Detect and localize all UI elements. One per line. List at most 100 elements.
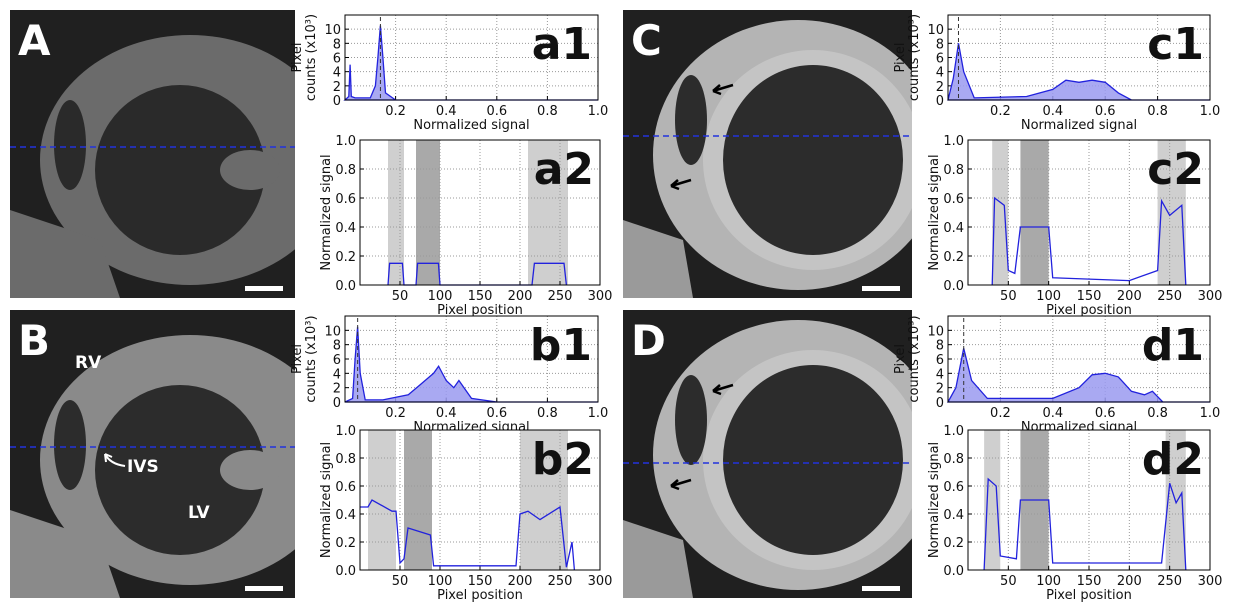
y-tick-label: 0.0: [335, 564, 356, 579]
x-tick-label: 200: [1117, 289, 1142, 304]
chart-label: c2: [1147, 144, 1204, 195]
x-tick-label: 0.8: [1147, 104, 1168, 119]
y-tick-label: 0.2: [943, 250, 964, 265]
panel-label: C: [631, 16, 662, 65]
vessel: [623, 520, 693, 598]
lv-cavity: [723, 365, 903, 555]
chart: 50 100 150 200 250 300 0.0 0.2 0.4 0.6 0.8 1.0 Pixel…: [927, 134, 1222, 318]
rv-cavity: [54, 100, 86, 190]
profile-line: [991, 196, 1187, 286]
y-tick-label: 4: [333, 367, 341, 382]
panel-label: D: [631, 316, 666, 365]
axes-frame: [967, 139, 1211, 286]
x-tick-label: 0.2: [385, 104, 406, 119]
y-tick-label: 0.4: [943, 508, 964, 523]
annotation: IVS: [127, 457, 159, 477]
vessel: [10, 210, 120, 298]
y-tick-label: 4: [936, 66, 944, 81]
x-tick-label: 150: [468, 574, 493, 589]
chart-label: a1: [532, 19, 592, 70]
y-tick-label: 0.8: [335, 163, 356, 178]
x-tick-label: 100: [428, 574, 453, 589]
shaded-region: [1020, 140, 1049, 285]
annotation: RV: [75, 353, 102, 373]
image-panel: C: [623, 10, 912, 298]
chart-label: a2: [534, 144, 594, 195]
profile-line: [360, 499, 576, 571]
y-tick-label: 1.0: [335, 424, 356, 439]
y-tick-label: 1.0: [335, 134, 356, 149]
shaded-region: [984, 430, 1001, 570]
x-tick-label: 100: [428, 289, 453, 304]
scale-bar: [862, 586, 900, 591]
x-tick-label: 50: [1000, 574, 1017, 589]
y-tick-label: 0: [936, 396, 944, 411]
y-tick-label: 0.4: [943, 221, 964, 236]
papillary: [220, 150, 280, 190]
y-tick-label: 8: [333, 37, 341, 52]
y-axis-label: Normalized signal: [319, 154, 334, 270]
histogram-area: [947, 43, 1210, 101]
panel-label: A: [18, 16, 51, 65]
axes-frame: [359, 429, 601, 571]
vessel: [623, 220, 693, 298]
rv-cavity: [675, 375, 707, 465]
y-axis-label: counts (x10³): [304, 315, 319, 402]
y-tick-label: 8: [936, 339, 944, 354]
y-tick-label: 0.2: [335, 536, 356, 551]
y-tick-label: 2: [333, 80, 341, 95]
histogram-area: [343, 25, 598, 101]
x-tick-label: 0.4: [1042, 104, 1063, 119]
y-tick-label: 10: [927, 23, 944, 38]
chart-label: d2: [1142, 434, 1204, 485]
x-tick-label: 0.6: [1095, 406, 1116, 421]
chart-label: b2: [532, 434, 594, 485]
y-tick-label: 0.0: [943, 564, 964, 579]
x-axis-label: Pixel position: [437, 588, 523, 602]
x-tick-label: 300: [588, 574, 613, 589]
y-tick-label: 0.0: [943, 279, 964, 294]
y-tick-label: 0.6: [943, 480, 964, 495]
shaded-region: [416, 140, 440, 285]
x-tick-label: 0.4: [436, 104, 457, 119]
y-tick-label: 0.0: [335, 279, 356, 294]
shaded-region: [528, 140, 568, 285]
y-axis-label: counts (x10³): [907, 14, 922, 101]
vessel: [10, 510, 120, 598]
y-axis-label: Normalized signal: [927, 442, 942, 558]
x-tick-label: 250: [1157, 289, 1182, 304]
x-tick-label: 0.8: [537, 406, 558, 421]
shaded-region: [992, 140, 1009, 285]
y-tick-label: 2: [333, 382, 341, 397]
papillary: [220, 450, 280, 490]
x-tick-label: 50: [392, 574, 409, 589]
arrow: [670, 178, 692, 191]
x-tick-label: 150: [1077, 289, 1102, 304]
x-tick-label: 0.2: [385, 406, 406, 421]
y-tick-label: 0.8: [943, 452, 964, 467]
y-tick-label: 6: [333, 353, 341, 368]
y-tick-label: 2: [936, 80, 944, 95]
y-tick-label: 0: [936, 94, 944, 109]
x-tick-label: 0.6: [486, 406, 507, 421]
x-tick-label: 0.6: [1095, 104, 1116, 119]
arrow: [712, 83, 734, 96]
axes-frame: [344, 14, 599, 101]
chart-label: d1: [1142, 320, 1204, 371]
lv-cavity: [723, 65, 903, 255]
y-tick-label: 4: [936, 367, 944, 382]
y-tick-label: 10: [324, 23, 341, 38]
shaded-region: [404, 430, 432, 570]
y-tick-label: 1.0: [943, 134, 964, 149]
y-axis-label: Pixel: [290, 42, 305, 72]
y-tick-label: 0: [333, 396, 341, 411]
x-tick-label: 0.4: [1042, 406, 1063, 421]
axes-frame: [359, 139, 601, 286]
y-tick-label: 0.6: [335, 480, 356, 495]
x-tick-label: 0.2: [990, 104, 1011, 119]
y-tick-label: 0.2: [943, 536, 964, 551]
x-axis-label: Normalized signal: [413, 118, 529, 133]
